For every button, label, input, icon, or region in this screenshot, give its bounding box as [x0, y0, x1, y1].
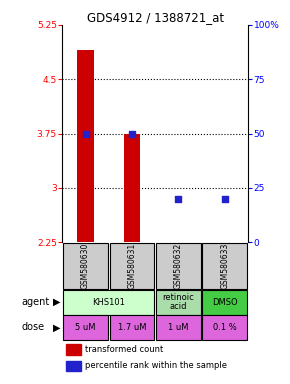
Bar: [77, 50, 94, 242]
Text: ▶: ▶: [53, 297, 61, 307]
Text: transformed count: transformed count: [85, 345, 163, 354]
Bar: [173, 242, 183, 243]
Bar: [156, 315, 201, 340]
Bar: [220, 242, 230, 243]
Text: 1.7 uM: 1.7 uM: [118, 323, 146, 332]
Bar: [156, 290, 201, 314]
Text: 1 uM: 1 uM: [168, 323, 188, 332]
Bar: [63, 243, 108, 289]
Title: GDS4912 / 1388721_at: GDS4912 / 1388721_at: [87, 11, 224, 24]
Bar: [202, 315, 247, 340]
Bar: [63, 315, 108, 340]
Point: [130, 131, 134, 137]
Text: dose: dose: [21, 323, 45, 333]
Bar: [156, 243, 201, 289]
Text: GSM580633: GSM580633: [220, 243, 229, 289]
Bar: [63, 290, 154, 314]
Bar: [66, 344, 81, 354]
Text: GSM580631: GSM580631: [127, 243, 137, 289]
Text: 5 uM: 5 uM: [75, 323, 96, 332]
Text: retinoic
acid: retinoic acid: [162, 293, 194, 311]
Text: GSM580630: GSM580630: [81, 243, 90, 289]
Bar: [110, 243, 154, 289]
Text: 0.1 %: 0.1 %: [213, 323, 237, 332]
Text: GSM580632: GSM580632: [174, 243, 183, 289]
Bar: [66, 361, 81, 371]
Bar: [202, 243, 247, 289]
Text: ▶: ▶: [53, 323, 61, 333]
Text: DMSO: DMSO: [212, 298, 238, 306]
Point: [222, 196, 227, 202]
Point: [176, 196, 181, 202]
Text: agent: agent: [21, 297, 50, 307]
Bar: [202, 290, 247, 314]
Point: [83, 131, 88, 137]
Bar: [124, 134, 140, 242]
Text: percentile rank within the sample: percentile rank within the sample: [85, 361, 226, 370]
Text: KHS101: KHS101: [92, 298, 125, 306]
Bar: [110, 315, 154, 340]
